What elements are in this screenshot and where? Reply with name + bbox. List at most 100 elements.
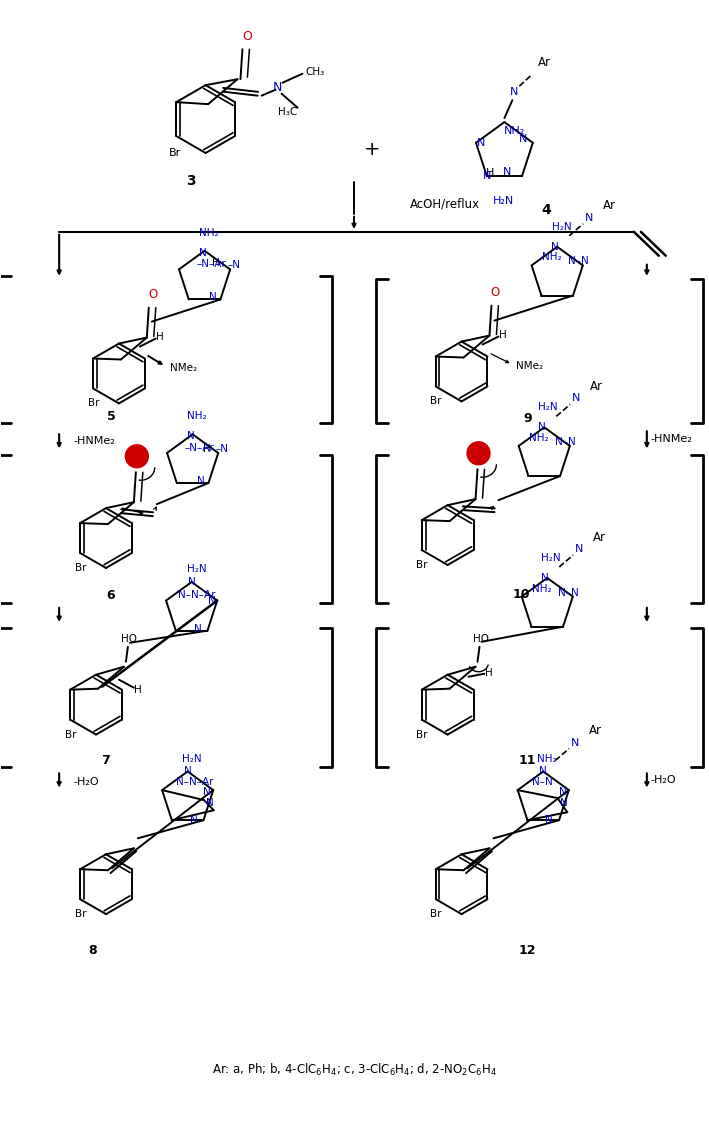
Text: AcOH/reflux: AcOH/reflux	[410, 198, 480, 210]
Text: 9: 9	[523, 412, 532, 424]
Text: N: N	[503, 167, 511, 177]
Text: N: N	[519, 134, 527, 144]
Text: N: N	[538, 422, 546, 432]
Text: N: N	[199, 248, 206, 258]
Text: N: N	[559, 798, 567, 809]
Text: N–N: N–N	[555, 437, 576, 447]
Text: 4: 4	[542, 203, 551, 217]
Text: N: N	[571, 738, 579, 748]
Text: 12: 12	[518, 943, 536, 957]
Text: H: H	[485, 668, 492, 677]
Text: N: N	[203, 787, 211, 797]
Text: -HNMe₂: -HNMe₂	[73, 437, 115, 446]
Text: O: O	[474, 448, 483, 458]
Text: NH₂: NH₂	[542, 253, 562, 263]
Text: H: H	[203, 444, 211, 454]
Text: N: N	[542, 573, 549, 583]
Text: N: N	[189, 815, 197, 825]
Text: N: N	[545, 815, 553, 825]
Text: N–N–Ar: N–N–Ar	[178, 590, 216, 600]
Text: Ar: Ar	[603, 200, 615, 212]
Text: O: O	[491, 286, 500, 299]
Text: N: N	[184, 767, 191, 776]
Text: N: N	[194, 623, 201, 633]
Text: Ar: a, Ph; b, 4-ClC$_6$H$_4$; c, 3-ClC$_6$H$_4$; d, 2-NO$_2$C$_6$H$_4$: Ar: a, Ph; b, 4-ClC$_6$H$_4$; c, 3-ClC$_…	[212, 1061, 497, 1078]
Text: N: N	[206, 798, 214, 809]
Text: N–N: N–N	[532, 777, 552, 787]
Text: Br: Br	[169, 148, 181, 158]
Text: NH₂: NH₂	[199, 228, 218, 238]
Text: N: N	[572, 393, 581, 403]
Text: +: +	[364, 139, 380, 158]
Text: Ar: Ar	[593, 530, 605, 544]
Text: 5: 5	[106, 410, 116, 423]
Text: O: O	[133, 451, 141, 462]
Text: H: H	[213, 258, 220, 268]
Text: Br: Br	[430, 396, 442, 407]
Text: N: N	[186, 431, 194, 441]
Text: N: N	[552, 241, 559, 252]
Text: Ar: Ar	[590, 380, 603, 393]
Text: Ar: Ar	[588, 724, 601, 737]
Text: HO: HO	[472, 633, 489, 643]
Text: N: N	[559, 787, 566, 797]
Text: Br: Br	[87, 399, 99, 409]
Text: O: O	[148, 289, 157, 301]
Text: N–N–Ar: N–N–Ar	[176, 777, 213, 787]
Text: H: H	[156, 331, 164, 341]
Text: NH₂: NH₂	[186, 411, 206, 421]
Text: H: H	[498, 329, 506, 339]
Text: N: N	[208, 595, 216, 605]
Text: H₂N: H₂N	[552, 222, 572, 231]
Text: N: N	[540, 767, 547, 776]
Text: NMe₂: NMe₂	[169, 364, 197, 374]
Text: N: N	[196, 476, 204, 486]
Text: Br: Br	[416, 730, 428, 740]
Text: Br: Br	[416, 560, 428, 570]
Text: N: N	[476, 138, 485, 148]
Text: N–N: N–N	[569, 256, 589, 266]
Text: –N: –N	[228, 261, 240, 271]
Text: NH₂: NH₂	[532, 584, 552, 594]
Text: 3: 3	[186, 174, 196, 188]
Text: 6: 6	[106, 590, 116, 602]
Text: NMe₂: NMe₂	[516, 362, 544, 372]
Text: N: N	[510, 88, 518, 98]
Text: 7: 7	[101, 754, 111, 767]
Text: N: N	[208, 292, 216, 302]
Text: 11: 11	[518, 754, 536, 767]
Text: H₃C: H₃C	[278, 107, 298, 117]
Text: H: H	[134, 685, 142, 695]
Text: -H₂O: -H₂O	[73, 777, 99, 787]
Text: Br: Br	[65, 730, 76, 740]
Text: NH₂: NH₂	[529, 433, 548, 442]
Text: Br: Br	[74, 563, 86, 573]
Text: HO: HO	[121, 633, 137, 643]
Text: –N–Ar: –N–Ar	[197, 259, 227, 270]
Text: NH₂: NH₂	[537, 754, 557, 764]
Text: H₂N: H₂N	[538, 402, 558, 412]
Text: N: N	[273, 81, 282, 94]
Text: H₂N: H₂N	[186, 564, 206, 574]
Text: H: H	[486, 168, 494, 179]
Text: N: N	[483, 171, 491, 181]
Circle shape	[467, 441, 490, 465]
Text: O: O	[242, 30, 252, 43]
Text: Br: Br	[430, 910, 442, 919]
Circle shape	[125, 445, 148, 468]
Text: Br: Br	[74, 910, 86, 919]
Text: -HNMe₂: -HNMe₂	[651, 435, 693, 445]
Text: H₂N: H₂N	[182, 754, 201, 764]
Text: -H₂O: -H₂O	[651, 776, 676, 785]
Text: N: N	[585, 213, 593, 222]
Text: NH₂: NH₂	[504, 126, 525, 136]
Text: 10: 10	[513, 588, 530, 602]
Text: 8: 8	[89, 943, 97, 957]
Text: –N: –N	[216, 444, 229, 454]
Text: –N–Ar: –N–Ar	[185, 442, 215, 453]
Text: CH₃: CH₃	[306, 66, 325, 76]
Text: N: N	[188, 577, 196, 587]
Text: H₂N: H₂N	[542, 553, 561, 563]
Text: N: N	[575, 544, 584, 554]
Text: Ar: Ar	[537, 56, 551, 69]
